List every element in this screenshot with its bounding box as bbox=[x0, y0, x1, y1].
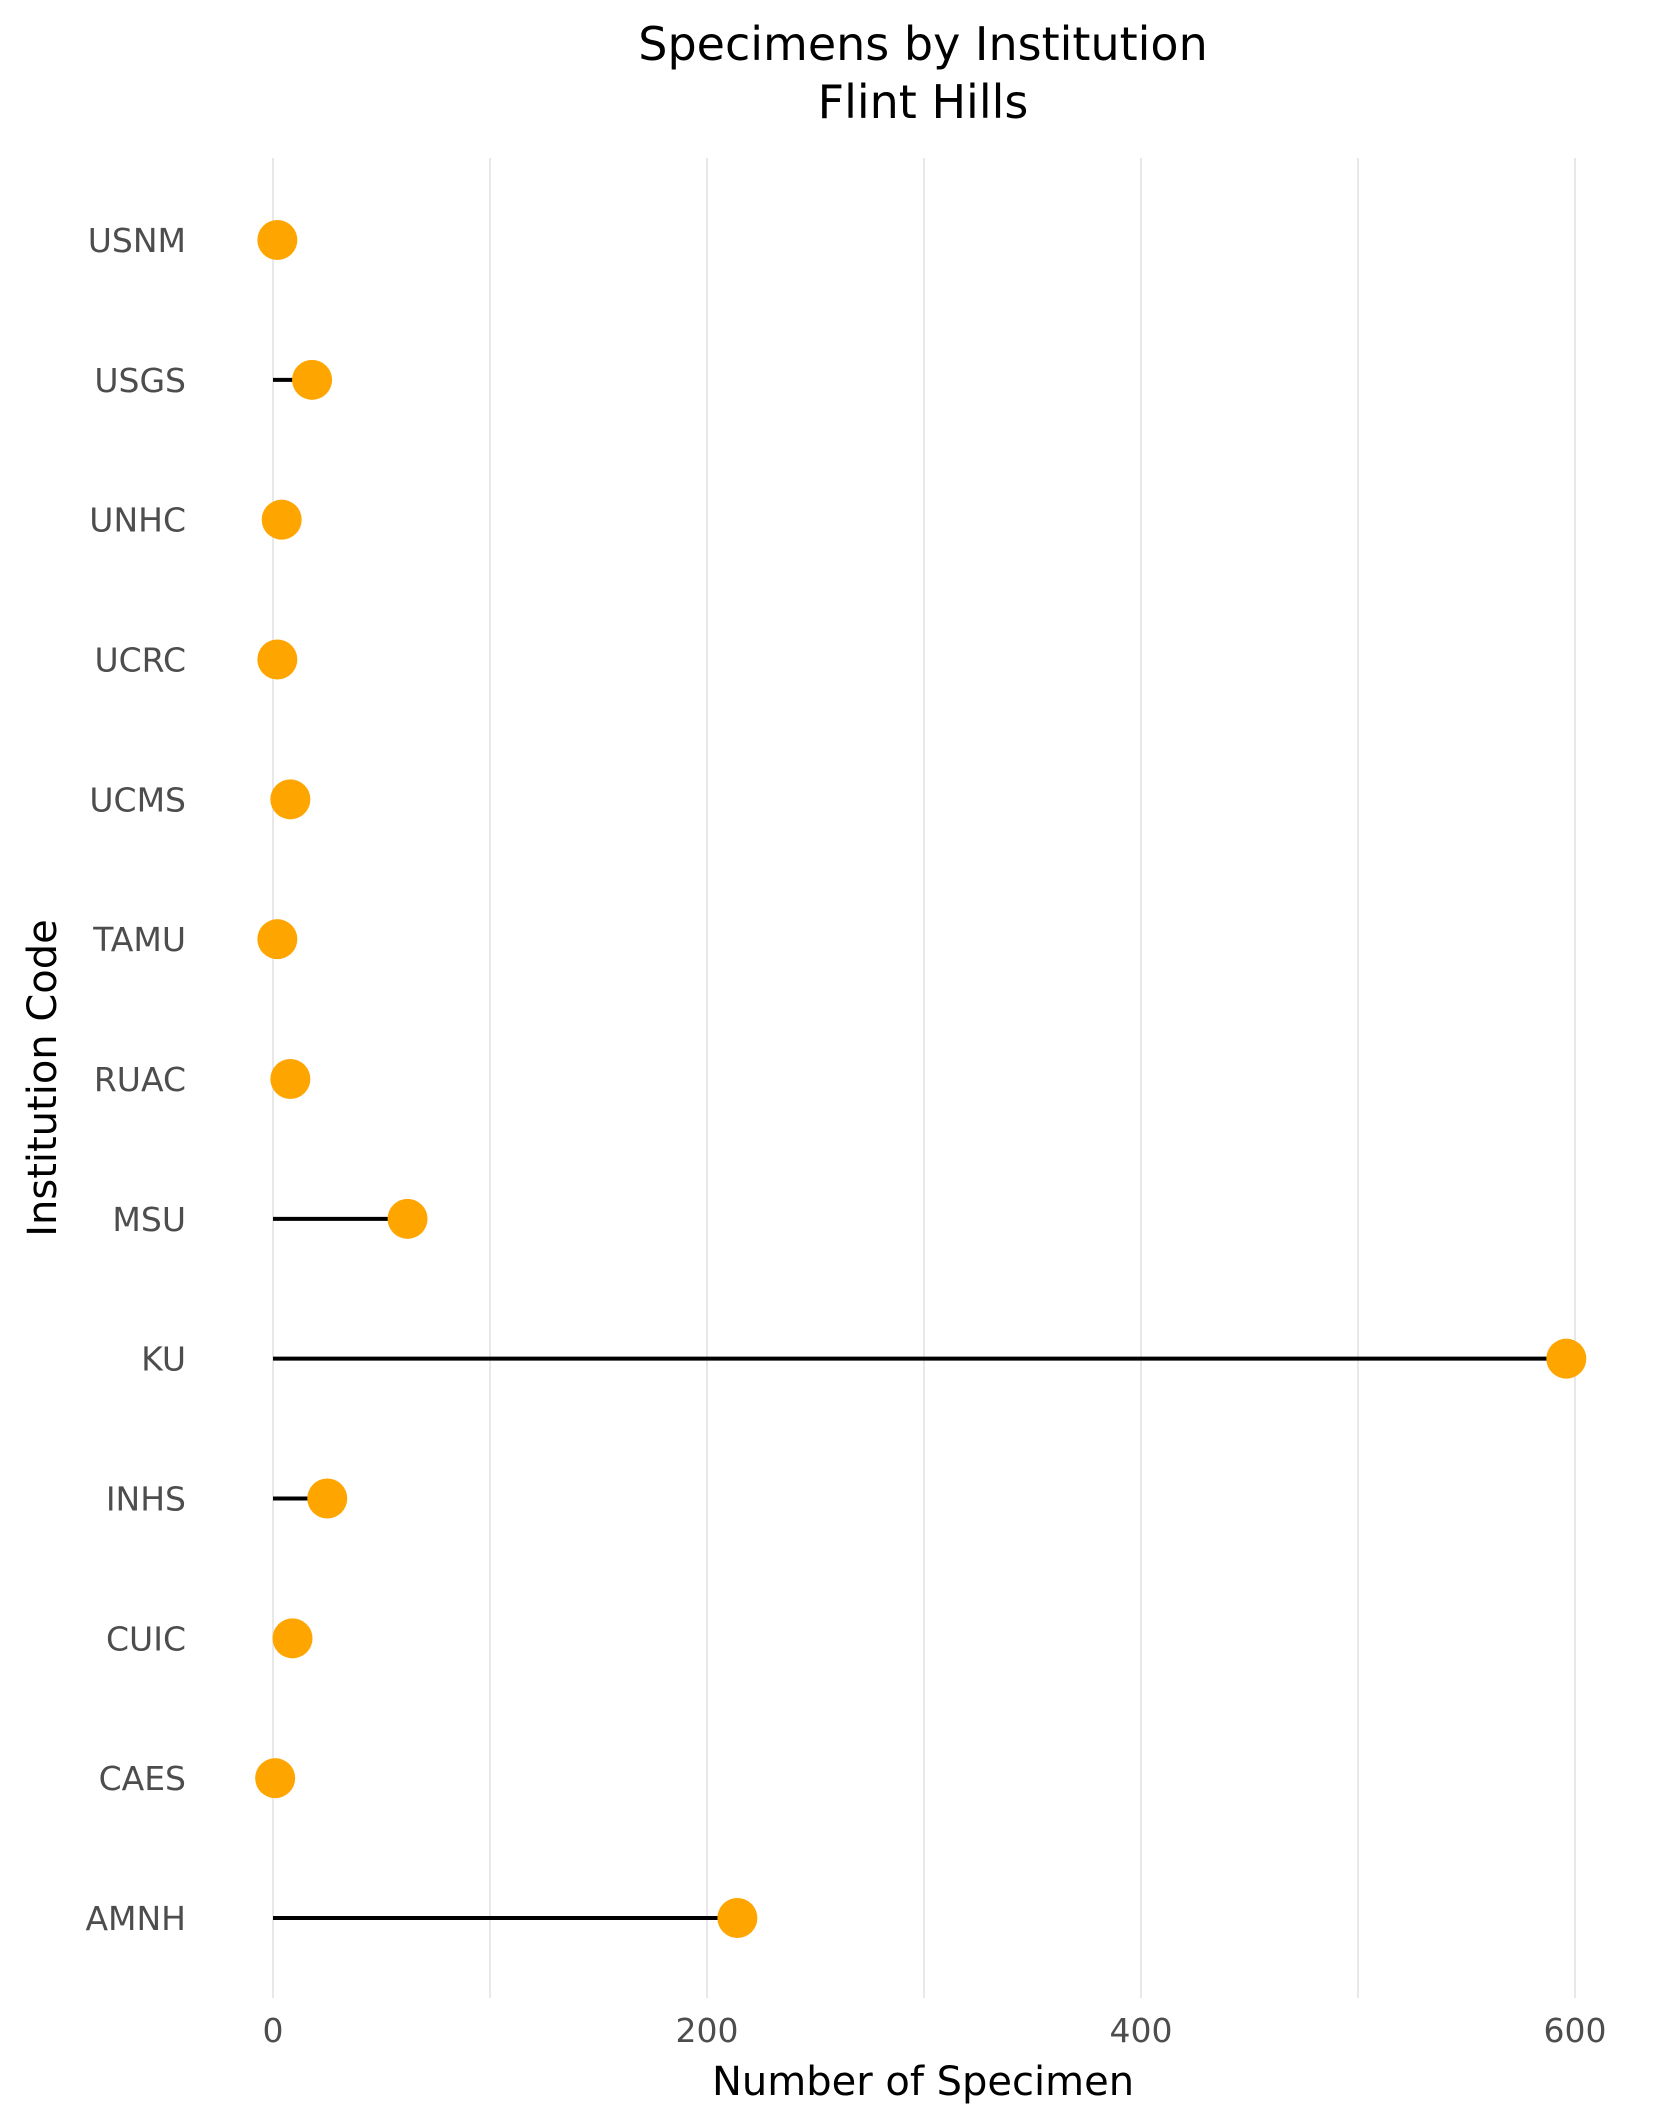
y-tick-labels: AMNH CAES CUIC INHS KU MSU RUAC TAMU UCMS UCRC UNH… bbox=[85, 221, 186, 1938]
y-tick-label-unhc: UNHC bbox=[89, 501, 186, 540]
y-tick-label-ucrc: UCRC bbox=[94, 641, 186, 680]
dot-msu bbox=[387, 1198, 428, 1239]
dot-usgs bbox=[292, 359, 333, 400]
dot-ucms bbox=[270, 779, 311, 820]
y-axis-title: Institution Code bbox=[20, 919, 66, 1237]
y-tick-label-usnm: USNM bbox=[88, 221, 186, 260]
dot-cuic bbox=[272, 1618, 313, 1659]
y-tick-label-ku: KU bbox=[141, 1340, 186, 1379]
lollipop-dots bbox=[255, 220, 1587, 1938]
dot-ku bbox=[1546, 1338, 1587, 1379]
y-tick-label-ruac: RUAC bbox=[94, 1060, 186, 1099]
chart-subtitle: Flint Hills bbox=[818, 75, 1029, 129]
grid-lines bbox=[272, 158, 1576, 1998]
x-tick-label-600: 600 bbox=[1544, 2011, 1607, 2050]
y-tick-label-cuic: CUIC bbox=[106, 1619, 186, 1658]
x-tick-labels: 0 200 400 600 bbox=[263, 2011, 1607, 2050]
y-tick-label-ucms: UCMS bbox=[89, 780, 186, 819]
dot-tamu bbox=[257, 919, 298, 960]
dot-inhs bbox=[307, 1478, 348, 1519]
y-tick-label-amnh: AMNH bbox=[85, 1899, 186, 1938]
x-tick-label-200: 200 bbox=[676, 2011, 739, 2050]
x-axis-title: Number of Specimen bbox=[712, 2059, 1134, 2105]
dot-amnh bbox=[717, 1898, 758, 1938]
dot-unhc bbox=[261, 499, 302, 540]
y-tick-label-tamu: TAMU bbox=[92, 920, 186, 959]
chart-title: Specimens by Institution bbox=[638, 17, 1207, 71]
y-tick-label-inhs: INHS bbox=[106, 1480, 186, 1519]
y-tick-label-caes: CAES bbox=[99, 1759, 186, 1798]
dot-ruac bbox=[270, 1059, 311, 1099]
x-tick-label-0: 0 bbox=[263, 2011, 284, 2050]
y-tick-label-usgs: USGS bbox=[94, 361, 186, 400]
dot-ucrc bbox=[257, 639, 298, 680]
dot-caes bbox=[255, 1758, 296, 1799]
dot-usnm bbox=[257, 220, 298, 260]
x-tick-label-400: 400 bbox=[1110, 2011, 1173, 2050]
y-tick-label-msu: MSU bbox=[112, 1200, 186, 1239]
